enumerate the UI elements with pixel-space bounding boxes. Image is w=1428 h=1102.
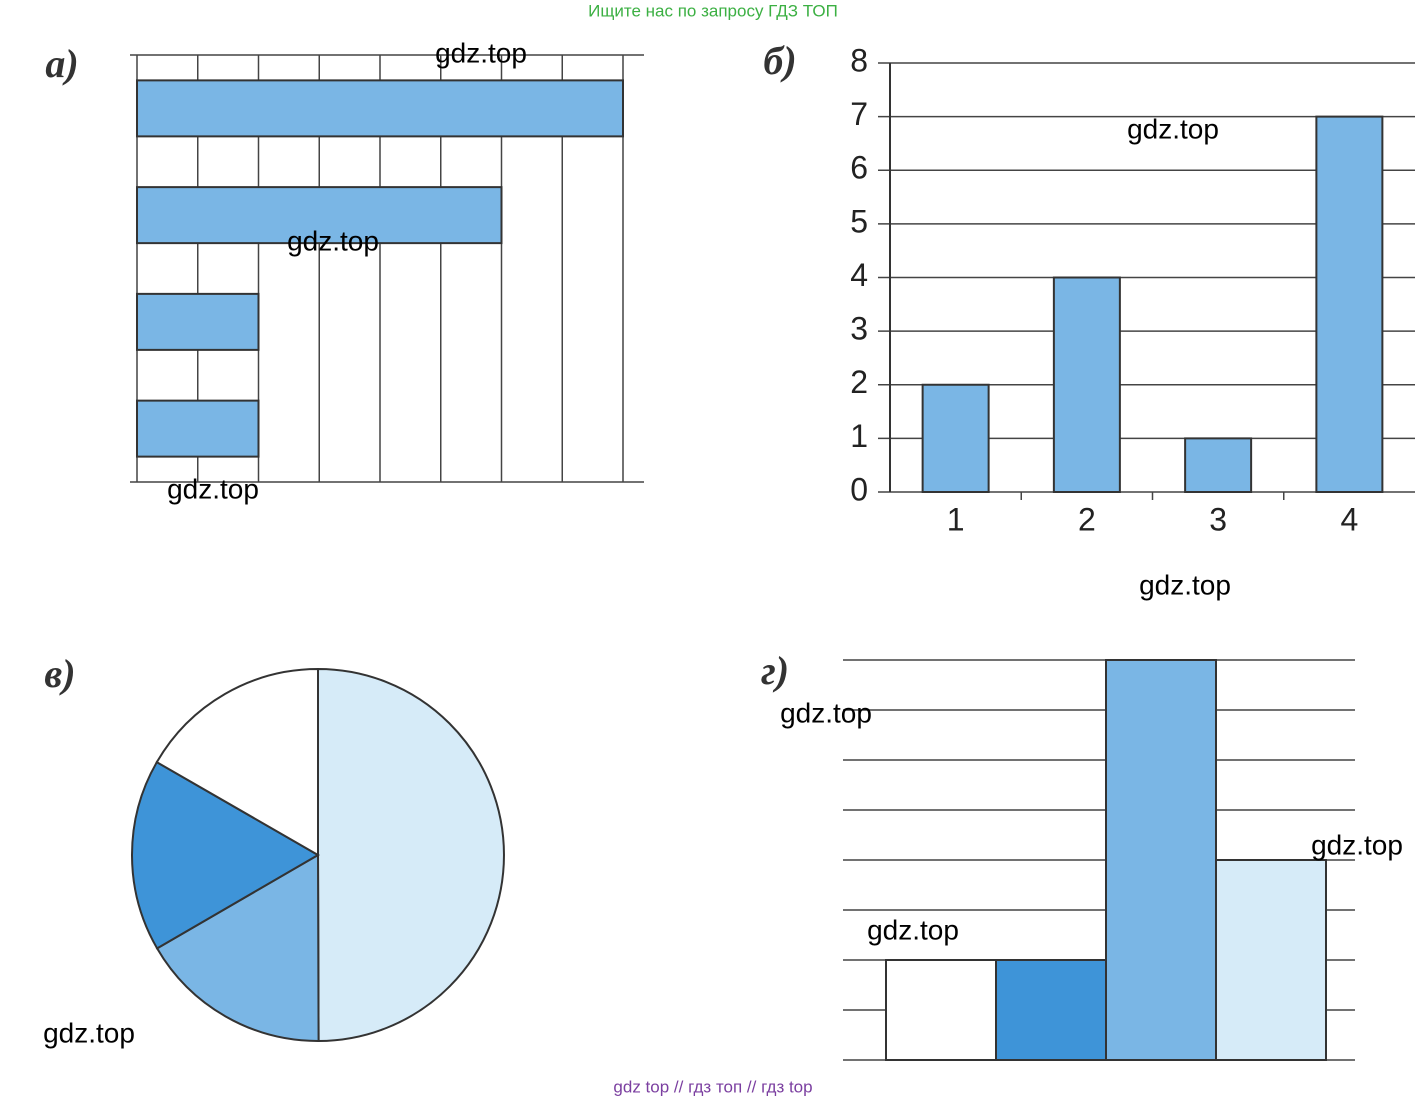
x-tick-label: 1 (947, 501, 965, 537)
bar (1105, 659, 1217, 1061)
y-tick-label: 2 (850, 364, 868, 400)
pie-slice (131, 760, 320, 950)
bar (1215, 859, 1327, 1061)
x-tick-label: 4 (1340, 501, 1358, 537)
header: Ищите нас по запросу ГДЗ ТОП (588, 1, 838, 20)
x-tick-label: 2 (1078, 501, 1096, 537)
bar (885, 959, 997, 1061)
bar (1184, 437, 1253, 493)
bar (1315, 115, 1384, 493)
pie-slice (155, 667, 319, 857)
y-tick-label: 4 (850, 257, 868, 293)
bar (136, 79, 624, 138)
y-tick-label: 1 (850, 418, 868, 454)
y-tick-label: 6 (850, 150, 868, 186)
y-tick-label: 3 (850, 311, 868, 347)
bar (995, 959, 1107, 1061)
chart-label: б) (763, 38, 796, 83)
chart-label: в) (44, 651, 75, 696)
watermark: gdz.top (1311, 829, 1403, 860)
footer: gdz top // гдз топ // гдз top (613, 1077, 812, 1096)
bar (1052, 276, 1121, 493)
watermark: gdz.top (287, 225, 379, 256)
watermark: gdz.top (780, 697, 872, 728)
bar (136, 399, 260, 458)
chart-label: а) (45, 41, 78, 86)
watermark: gdz.top (435, 37, 527, 68)
watermark: gdz.top (1127, 113, 1219, 144)
x-tick-label: 3 (1209, 501, 1227, 537)
watermark: gdz.top (1139, 569, 1231, 600)
watermark: gdz.top (43, 1017, 135, 1048)
y-tick-label: 8 (850, 42, 868, 78)
pie-slice (155, 853, 320, 1043)
y-tick-label: 5 (850, 203, 868, 239)
watermark: gdz.top (867, 914, 959, 945)
chart-label: г) (761, 648, 789, 693)
y-tick-label: 7 (850, 96, 868, 132)
pie-slice (317, 667, 506, 1043)
bar (136, 292, 260, 351)
watermark: gdz.top (167, 473, 259, 504)
y-tick-label: 0 (850, 471, 868, 507)
bar (136, 186, 503, 245)
bar (921, 383, 990, 493)
